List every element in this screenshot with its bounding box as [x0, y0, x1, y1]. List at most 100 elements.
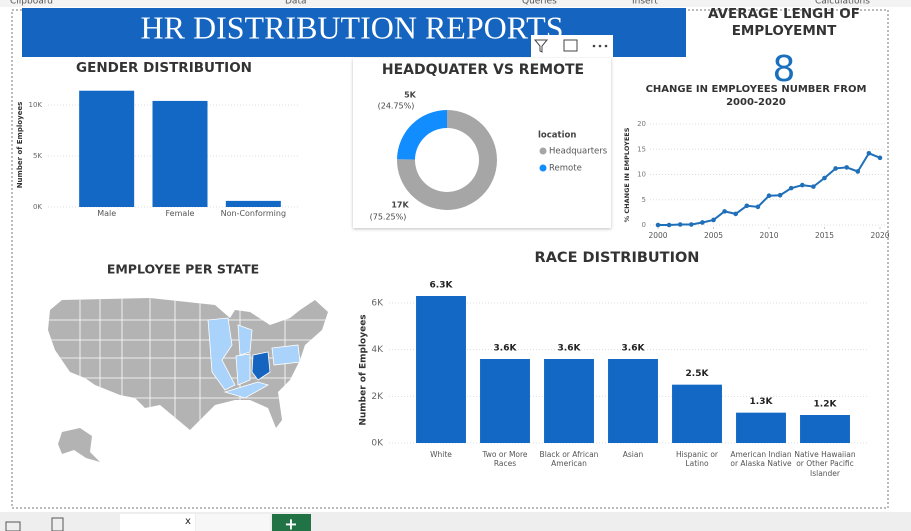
add-page-icon[interactable]: +: [284, 515, 297, 531]
value-label: 3.6K: [494, 344, 518, 354]
value-label: 1.3K: [750, 397, 774, 407]
line-point: [811, 184, 816, 189]
alaska: [58, 428, 100, 462]
map-title: EMPLOYEE PER STATE: [107, 262, 259, 277]
y-tick-label: 10: [637, 171, 646, 179]
x-tick-label: Native Hawaiian or Other Pacific Islande…: [794, 450, 856, 478]
line-point: [700, 220, 705, 225]
add-page-tab[interactable]: [272, 514, 311, 531]
page-tab[interactable]: [120, 514, 195, 531]
ribbon: [0, 0, 911, 7]
value-label: 3.6K: [558, 344, 582, 354]
line-point: [877, 155, 883, 161]
more-icon[interactable]: [592, 44, 608, 48]
y-tick-label: 5: [642, 196, 646, 204]
bar: [800, 415, 850, 443]
kpi-title: AVERAGE LENGH OF EMPLOYEMNT: [708, 6, 860, 39]
x-tick-label: American Indian or Alaska Native: [730, 450, 792, 469]
bar: [152, 100, 208, 207]
line-point: [866, 150, 872, 156]
y-tick-label: 2K: [371, 392, 384, 402]
value-label: 2.5K: [686, 369, 710, 379]
x-tick-label-box: White: [430, 450, 452, 459]
line-point: [711, 217, 716, 223]
state-highlight: [271, 344, 301, 366]
x-tick-label: Two or More Races: [482, 450, 528, 469]
donut-slice: [397, 110, 447, 160]
chart-title: RACE DISTRIBUTION: [535, 250, 700, 266]
tab-close[interactable]: x: [185, 516, 191, 527]
bar: [225, 200, 281, 207]
state-highlight: [237, 324, 253, 356]
line-point: [822, 175, 827, 181]
chart-title: CHANGE IN EMPLOYEES NUMBER FROM 2000-202…: [645, 84, 867, 108]
legend-marker: [539, 164, 547, 172]
line-point: [844, 165, 849, 170]
y-axis-label: % CHANGE IN EMPLOYEES: [623, 127, 631, 222]
x-tick-label-box: Hispanic or Latino: [675, 450, 718, 469]
line-point: [777, 192, 783, 198]
value-label: 6.3K: [430, 281, 454, 291]
legend-marker: [539, 147, 547, 155]
value-label: (24.75%): [378, 102, 415, 111]
bar: [544, 359, 594, 443]
x-tick-label: 2000: [648, 231, 667, 240]
x-tick-label: 2005: [704, 231, 723, 240]
x-tick-label-box: Female: [166, 209, 195, 218]
donut-slice: [396, 110, 497, 210]
line-point: [755, 204, 761, 210]
line-point: [733, 211, 738, 217]
bar: [608, 359, 658, 443]
line-point: [722, 209, 727, 214]
x-tick-label: Hispanic or Latino: [675, 450, 718, 469]
y-axis-label: Number of Employees: [16, 102, 24, 189]
visual-header-icons: [531, 35, 613, 57]
kpi-value: 8: [773, 49, 796, 90]
line-point: [766, 193, 772, 199]
y-tick-label: 6K: [371, 299, 384, 309]
state-highlight: [207, 317, 236, 391]
report-title: HR DISTRIBUTION REPORTS: [141, 9, 564, 45]
chart-title-box: CHANGE IN EMPLOYEES NUMBER FROM 2000-202…: [645, 84, 867, 108]
x-tick-label: 2015: [815, 231, 834, 240]
y-tick-label: 15: [637, 145, 646, 153]
state-highlight: [235, 353, 251, 386]
focus-icon[interactable]: [563, 39, 578, 52]
value-label: (75.25%): [370, 213, 407, 222]
value-label: 3.6K: [622, 344, 646, 354]
bar: [736, 412, 786, 443]
bar: [416, 296, 466, 443]
x-tick-label-box: Two or More Races: [482, 450, 528, 469]
filter-icon[interactable]: [533, 39, 549, 53]
x-tick-label-box: Non-Conforming: [220, 209, 287, 218]
legend-label: Headquarters: [549, 147, 608, 157]
bar: [672, 384, 722, 443]
y-tick-label: 10K: [29, 101, 43, 109]
ribbon-label: Insert: [632, 0, 658, 7]
line-point: [855, 169, 861, 174]
x-tick-label: Non-Conforming: [220, 209, 287, 218]
tab-nav[interactable]: [51, 517, 64, 531]
chart-title: GENDER DISTRIBUTION: [76, 60, 252, 76]
y-axis-label: Number of Employees: [359, 314, 369, 425]
map-land: [48, 298, 328, 430]
line-point: [833, 166, 838, 171]
x-tick-label: 2010: [759, 231, 778, 240]
ribbon-label: Data: [285, 0, 307, 7]
chart-title: HEADQUATER VS REMOTE: [382, 62, 584, 78]
x-tick-label: 2020: [870, 231, 889, 240]
x-tick-label-box: Asian: [623, 450, 643, 459]
bar: [480, 359, 530, 443]
page-tab[interactable]: [196, 514, 270, 531]
ribbon-label: Queries: [522, 0, 557, 7]
line-point: [800, 182, 805, 188]
x-tick-label: White: [430, 450, 452, 459]
bar: [79, 90, 135, 207]
x-tick-label: Black or African American: [539, 450, 599, 469]
line-point: [788, 185, 794, 191]
tab-nav[interactable]: [5, 521, 21, 531]
x-tick-label-box: Native Hawaiian or Other Pacific Islande…: [794, 450, 856, 478]
legend-label: Remote: [549, 164, 582, 174]
count-label: 17K: [391, 201, 409, 210]
